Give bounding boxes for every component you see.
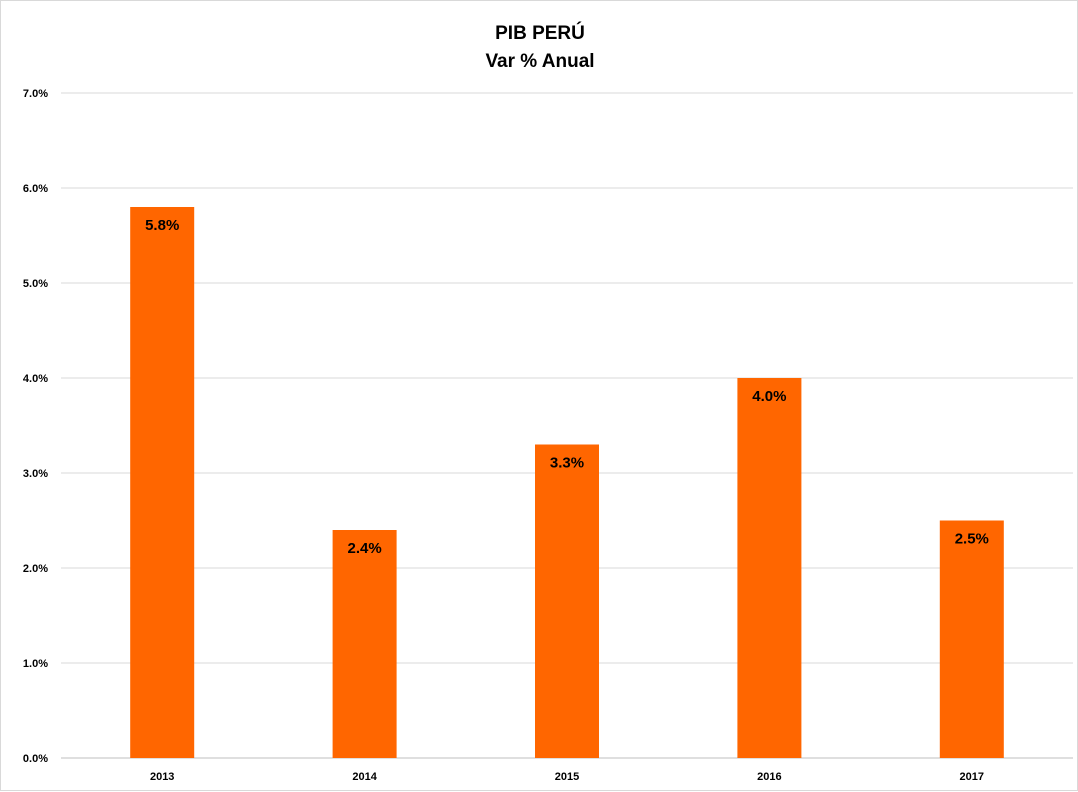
bar-2014 <box>332 530 397 758</box>
y-tick-label: 6.0% <box>23 183 48 195</box>
y-axis-tick-labels: 0.0% 1.0% 2.0% 3.0% 4.0% 5.0% 6.0% 7.0% <box>23 88 48 765</box>
bars <box>130 207 1004 758</box>
data-label-2013: 5.8% <box>145 217 179 234</box>
y-tick-label: 0.0% <box>23 753 48 765</box>
y-tick-label: 2.0% <box>23 563 48 575</box>
bar-2013 <box>130 207 195 758</box>
x-tick-label: 2017 <box>960 771 984 783</box>
y-tick-label: 5.0% <box>23 278 48 290</box>
x-tick-label: 2015 <box>555 771 579 783</box>
bar-2017 <box>939 520 1004 758</box>
data-labels: 5.8% 2.4% 3.3% 4.0% 2.5% <box>145 217 989 557</box>
y-tick-label: 3.0% <box>23 468 48 480</box>
data-label-2014: 2.4% <box>347 540 381 557</box>
x-axis-tick-labels: 2013 2014 2015 2016 2017 <box>150 771 984 783</box>
y-tick-label: 1.0% <box>23 658 48 670</box>
y-tick-label: 4.0% <box>23 373 48 385</box>
data-label-2017: 2.5% <box>955 531 989 548</box>
bar-2015 <box>535 444 599 758</box>
chart-subtitle: Var % Anual <box>485 51 594 72</box>
x-tick-label: 2014 <box>352 771 377 783</box>
chart-title: PIB PERÚ <box>495 22 585 44</box>
data-label-2015: 3.3% <box>550 455 584 472</box>
x-tick-label: 2016 <box>757 771 781 783</box>
data-label-2016: 4.0% <box>752 388 786 405</box>
y-tick-label: 7.0% <box>23 88 48 100</box>
bar-2016 <box>737 378 802 758</box>
x-tick-label: 2013 <box>150 771 174 783</box>
